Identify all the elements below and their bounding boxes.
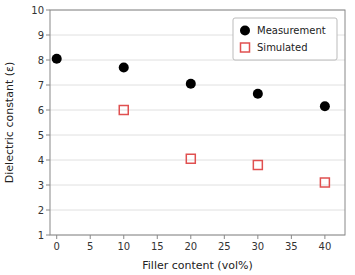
grid-line [50, 160, 345, 161]
y-tick-label: 1 [38, 230, 44, 241]
point [119, 106, 128, 115]
x-tick [324, 235, 325, 239]
y-tick [46, 35, 50, 36]
point [186, 154, 195, 163]
legend: Measurement Simulated [233, 18, 337, 60]
series [119, 106, 329, 188]
chart-container: 0 5 10 15 20 25 30 35 40 1 2 3 4 5 6 7 8 9 10 Filler conten… [0, 0, 355, 275]
y-tick [46, 160, 50, 161]
legend-swatch [240, 26, 250, 36]
y-tick [46, 135, 50, 136]
x-tick-label: 25 [218, 241, 231, 252]
point [253, 161, 262, 170]
x-tick [224, 235, 225, 239]
x-tick-label: 15 [151, 241, 164, 252]
x-tick-label: 5 [87, 241, 93, 252]
grid-line [50, 135, 345, 136]
y-tick-label: 4 [38, 155, 44, 166]
x-tick-label: 30 [251, 241, 264, 252]
y-axis-label: Dielectric constant (ε) [3, 62, 16, 183]
series [52, 54, 330, 112]
x-tick-label: 20 [184, 241, 197, 252]
point [320, 101, 330, 111]
legend-swatch [241, 43, 250, 52]
grid-line [50, 85, 345, 86]
y-tick-label: 9 [38, 30, 44, 41]
legend-label: Simulated [257, 42, 308, 53]
y-tick-label: 8 [38, 55, 44, 66]
x-axis: 0 5 10 15 20 25 30 35 40 [54, 235, 332, 252]
x-tick [190, 235, 191, 239]
x-tick [157, 235, 158, 239]
y-tick [46, 85, 50, 86]
legend-label: Measurement [257, 25, 326, 36]
plot-frame [50, 10, 345, 235]
x-tick [257, 235, 258, 239]
y-tick [46, 10, 50, 11]
y-tick [46, 110, 50, 111]
y-tick-label: 2 [38, 205, 44, 216]
x-tick [56, 235, 57, 239]
y-tick [46, 235, 50, 236]
x-tick [90, 235, 91, 239]
point [119, 63, 129, 73]
y-tick-label: 3 [38, 180, 44, 191]
point [52, 54, 62, 64]
y-axis: 1 2 3 4 5 6 7 8 9 10 [31, 5, 50, 241]
x-axis-label: Filler content (vol%) [142, 259, 252, 272]
x-tick-label: 35 [285, 241, 298, 252]
y-tick-label: 6 [38, 105, 44, 116]
x-tick-label: 0 [54, 241, 60, 252]
x-tick-label: 10 [117, 241, 130, 252]
grid-line [50, 210, 345, 211]
grid-line [50, 110, 345, 111]
point [320, 178, 329, 187]
y-tick [46, 60, 50, 61]
x-tick [123, 235, 124, 239]
y-tick [46, 210, 50, 211]
legend-box [233, 18, 337, 60]
grid-line [50, 185, 345, 186]
x-tick-label: 40 [319, 241, 332, 252]
grid [50, 10, 345, 235]
marks [52, 54, 330, 187]
chart-svg: 0 5 10 15 20 25 30 35 40 1 2 3 4 5 6 7 8 9 10 Filler conten… [0, 0, 355, 275]
x-tick [291, 235, 292, 239]
y-tick [46, 185, 50, 186]
y-tick-label: 5 [38, 130, 44, 141]
y-tick-label: 10 [31, 5, 44, 16]
y-tick-label: 7 [38, 80, 44, 91]
point [253, 89, 263, 99]
point [186, 79, 196, 89]
